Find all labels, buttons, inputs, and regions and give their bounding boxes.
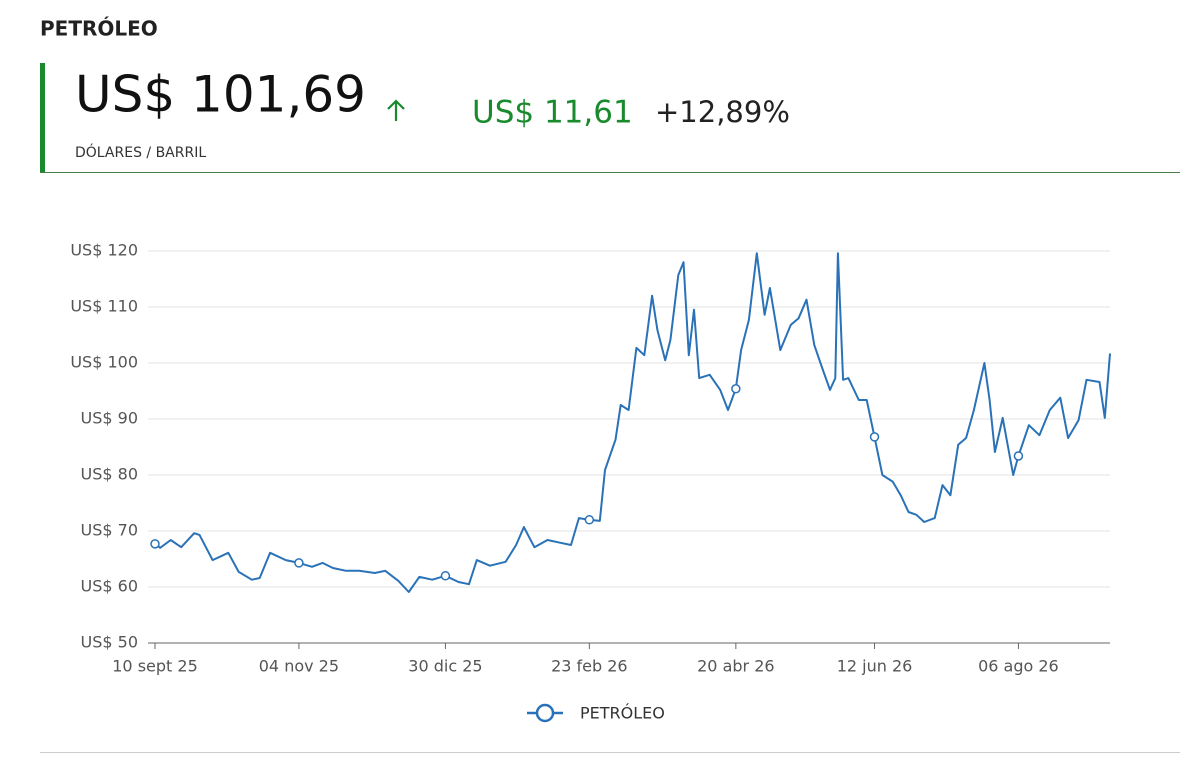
point-marker <box>584 515 595 525</box>
x-tick-label: 23 feb 26 <box>551 657 628 676</box>
point-marker <box>294 558 304 568</box>
change-pct: +12,89% <box>655 95 790 129</box>
x-tick-label: 04 nov 25 <box>259 657 339 676</box>
y-tick-label: US$ 50 <box>81 633 139 652</box>
point-marker <box>1013 451 1024 461</box>
accent-bar <box>40 63 45 172</box>
x-tick-label: 12 jun 26 <box>837 657 913 676</box>
y-tick-label: US$ 80 <box>81 465 139 484</box>
change: US$ 11,61 <box>472 95 633 131</box>
legend-marker <box>535 703 555 723</box>
y-tick-label: US$ 100 <box>70 353 138 372</box>
x-tick-label: 30 dic 25 <box>408 657 482 676</box>
x-tick-label: 20 abr 26 <box>697 657 774 676</box>
page-title: PETRÓLEO <box>40 17 158 41</box>
x-tick-label: 06 ago 26 <box>978 657 1059 676</box>
unit: DÓLARES / BARRIL <box>75 143 206 161</box>
point-marker <box>150 539 160 549</box>
point-marker <box>731 384 741 394</box>
y-tick-label: US$ 110 <box>70 297 138 316</box>
up-arrow <box>387 99 405 121</box>
point-marker <box>869 432 880 442</box>
price: US$ 101,69 <box>75 66 366 124</box>
y-tick-label: US$ 120 <box>70 241 138 260</box>
x-tick-label: 10 sept 25 <box>112 657 198 676</box>
legend-label: PETRÓLEO <box>580 704 665 723</box>
y-tick-label: US$ 90 <box>81 409 139 428</box>
y-tick-label: US$ 70 <box>81 521 139 540</box>
series-line <box>154 252 1111 593</box>
y-tick-label: US$ 60 <box>81 577 139 596</box>
point-marker <box>440 571 451 581</box>
